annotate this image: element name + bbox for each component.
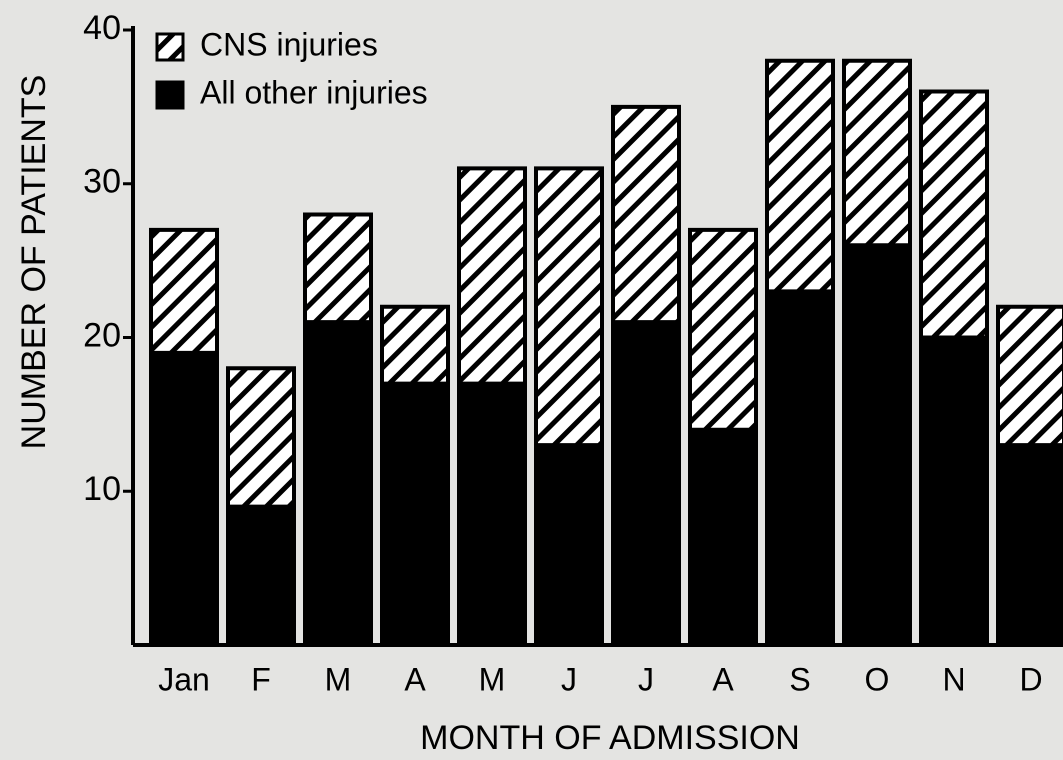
y-tick-label: 30 (83, 163, 121, 201)
x-tick-label: J (638, 661, 654, 697)
x-tick-label: M (479, 661, 506, 697)
bar-segment (380, 304, 450, 386)
legend-swatch (155, 80, 185, 110)
legend-swatch (155, 32, 185, 62)
legend-label: All other injuries (200, 74, 428, 110)
bar-segment (688, 227, 758, 432)
bar-segment (457, 381, 527, 647)
x-tick-label: D (1019, 661, 1042, 697)
y-axis-title: NUMBER OF PATIENTS (15, 75, 53, 450)
x-tick-label: Jan (158, 661, 210, 697)
bar-segment (919, 335, 989, 647)
bar-segment (534, 166, 604, 448)
x-tick-label: M (325, 661, 352, 697)
x-tick-label: A (712, 661, 734, 697)
bar-segment (380, 381, 450, 647)
bar-segment (842, 58, 912, 248)
y-tick-label: 40 (83, 9, 121, 47)
x-tick-label: N (942, 661, 965, 697)
bar-segment (996, 443, 1063, 647)
bar-segment (765, 58, 835, 294)
bar-segment (842, 243, 912, 647)
bar-segment (688, 427, 758, 647)
bar-segment (611, 320, 681, 647)
bar-segment (149, 350, 219, 647)
x-tick-label: J (561, 661, 577, 697)
bar-segment (765, 289, 835, 647)
bar-segment (457, 166, 527, 386)
x-tick-label: A (404, 661, 426, 697)
bar-segment (303, 212, 373, 325)
x-axis-title: MONTH OF ADMISSION (420, 719, 800, 757)
bar-segment (149, 227, 219, 355)
x-tick-label: O (865, 661, 890, 697)
x-tick-label: F (251, 661, 271, 697)
bar-segment (919, 89, 989, 340)
bar-segment (611, 104, 681, 325)
y-tick-label: 20 (83, 316, 121, 354)
bar-segment (226, 504, 296, 647)
bar-segment (226, 366, 296, 509)
legend-label: CNS injuries (200, 26, 378, 62)
bar-segment (303, 320, 373, 647)
x-tick-label: S (789, 661, 810, 697)
bar-segment (534, 443, 604, 647)
y-tick-label: 10 (83, 470, 121, 508)
bar-segment (996, 304, 1063, 448)
